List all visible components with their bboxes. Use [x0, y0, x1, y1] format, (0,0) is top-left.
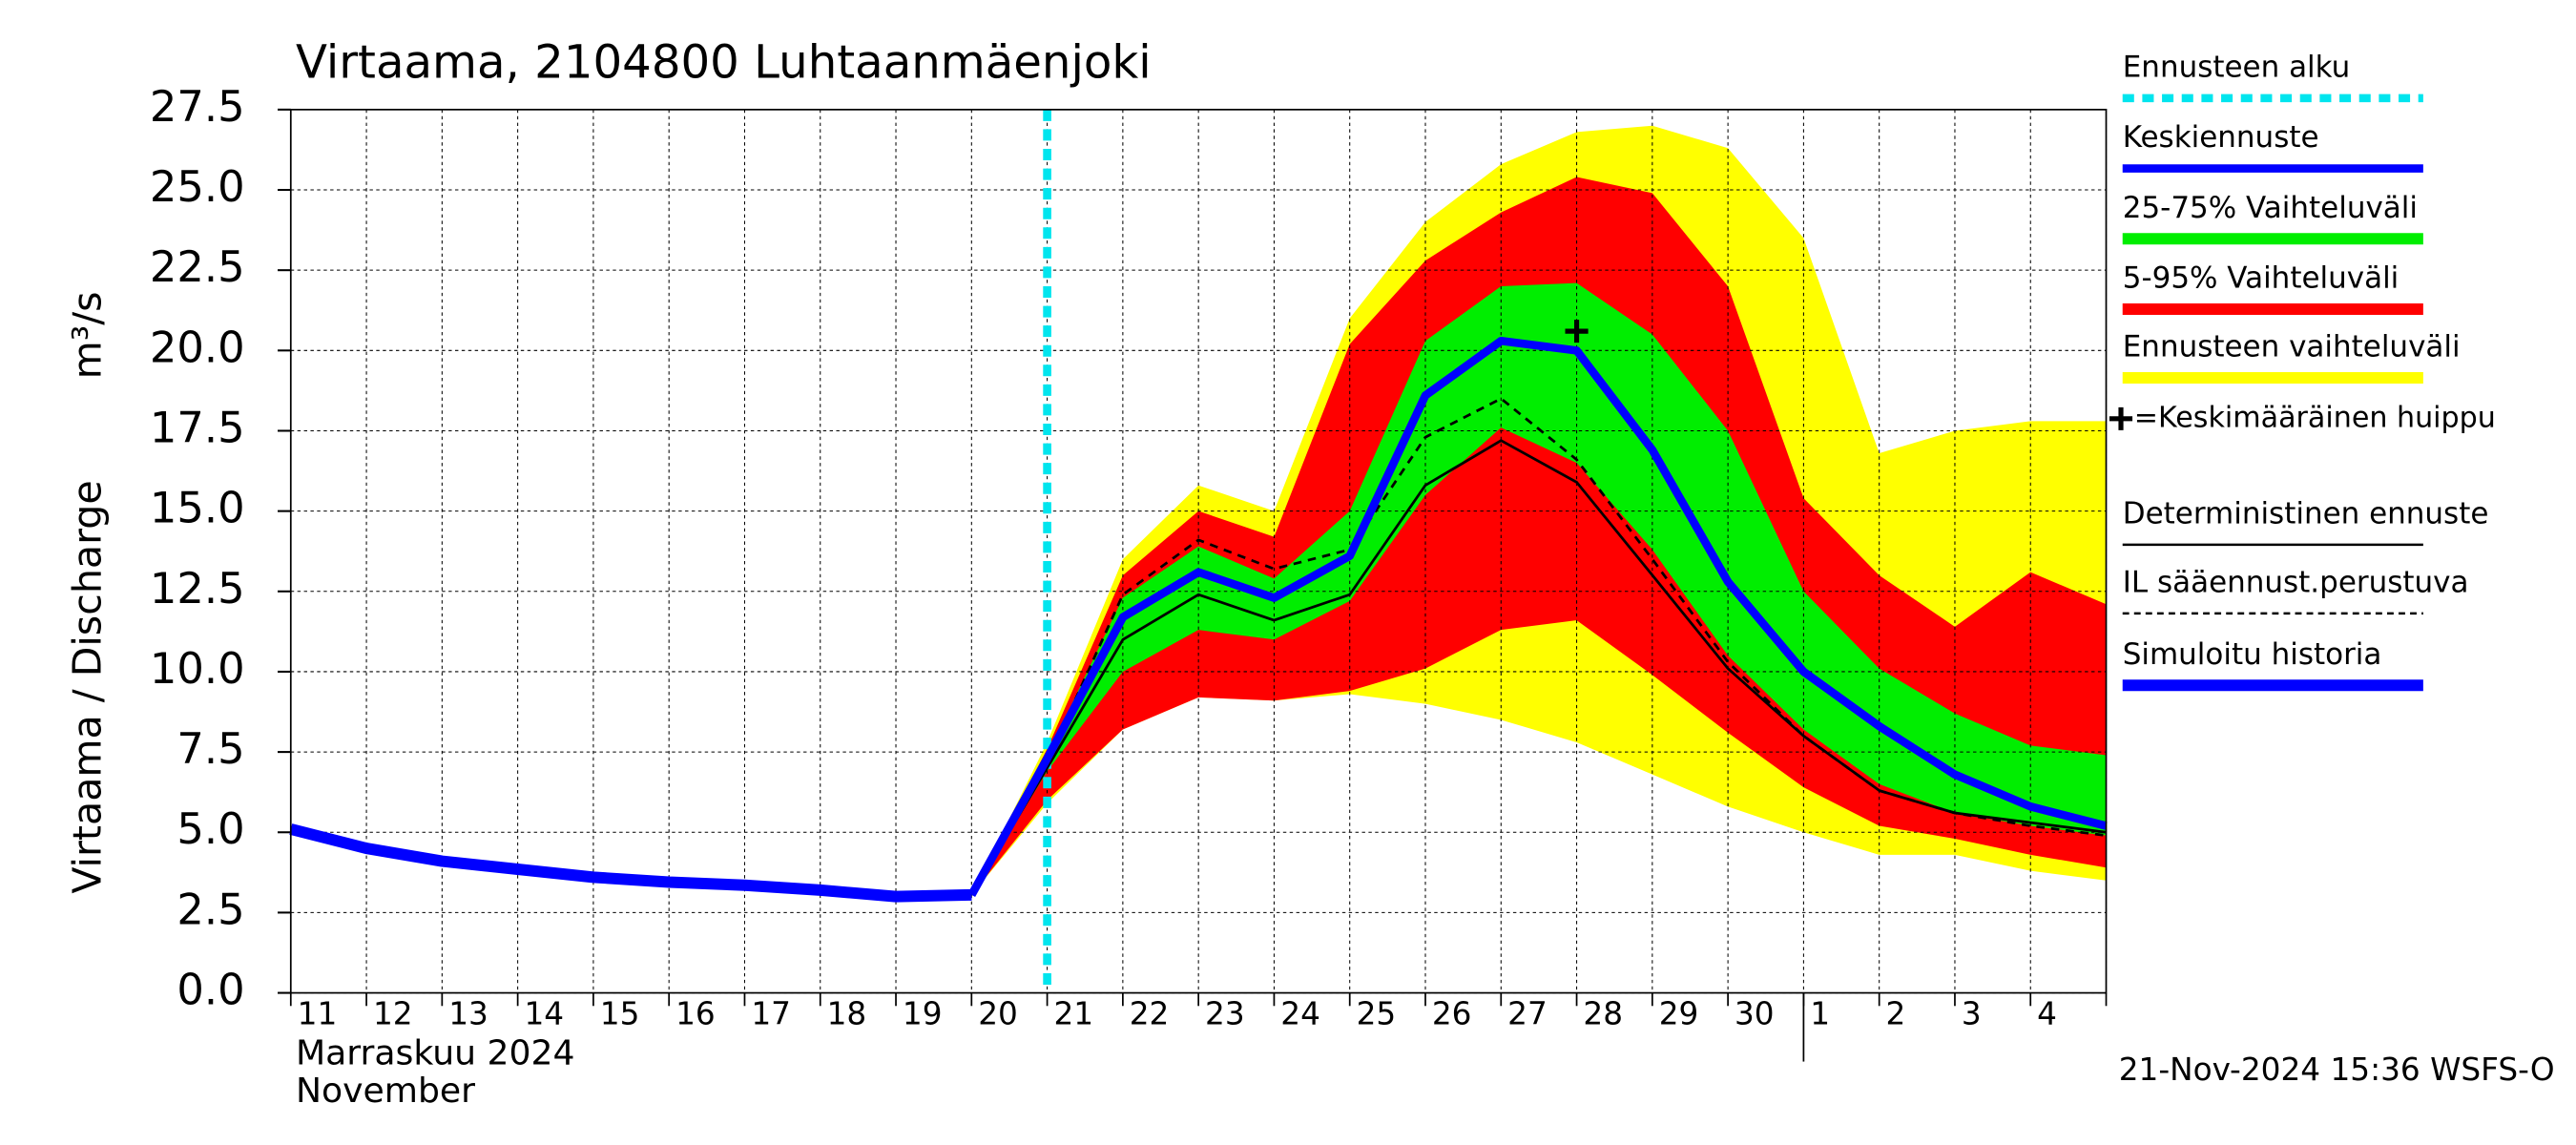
y-tick-label: 2.5: [177, 885, 244, 934]
peak-marker: [1565, 320, 1589, 344]
x-tick-label: 29: [1659, 996, 1699, 1032]
legend-label: Deterministinen ennuste: [2123, 497, 2489, 531]
y-tick-label: 7.5: [177, 724, 244, 774]
band: [971, 282, 2107, 895]
legend-label: 25-75% Vaihteluväli: [2123, 191, 2418, 225]
y-tick-label: 0.0: [177, 966, 244, 1015]
legend-marker: [2109, 406, 2133, 430]
y-tick-label: 27.5: [150, 82, 245, 132]
plot-frame: [289, 109, 2108, 994]
legend-label: 5-95% Vaihteluväli: [2123, 261, 2399, 296]
month-label: November: [296, 1071, 475, 1111]
y-tick-label: 15.0: [150, 484, 245, 533]
x-tick-label: 13: [448, 996, 488, 1032]
legend-label: Keskiennuste: [2123, 120, 2319, 155]
month-label: Marraskuu 2024: [296, 1033, 575, 1073]
x-tick-label: 26: [1432, 996, 1472, 1032]
x-tick-label: 12: [373, 996, 413, 1032]
x-tick-label: 3: [1962, 996, 1982, 1032]
legend-label: Ennusteen alku: [2123, 51, 2351, 85]
legend-label: Simuloitu historia: [2123, 637, 2382, 672]
x-tick-label: 25: [1357, 996, 1397, 1032]
series-line: [970, 397, 2107, 896]
x-tick-label: 23: [1205, 996, 1245, 1032]
series-line: [970, 439, 2107, 896]
x-tick-label: 28: [1583, 996, 1623, 1032]
y-tick-label: 25.0: [150, 162, 245, 212]
x-tick-label: 17: [751, 996, 791, 1032]
x-tick-label: 22: [1130, 996, 1170, 1032]
x-tick-label: 2: [1886, 996, 1906, 1032]
y-tick-label: 10.0: [150, 644, 245, 694]
legend-label: IL sääennust.perustuva: [2123, 566, 2469, 600]
x-tick-label: 27: [1507, 996, 1548, 1032]
x-tick-label: 19: [903, 996, 943, 1032]
y-tick-label: 5.0: [177, 804, 244, 854]
x-tick-label: 16: [675, 996, 716, 1032]
x-tick-label: 20: [978, 996, 1018, 1032]
x-tick-label: 14: [525, 996, 565, 1032]
x-tick-label: 1: [1810, 996, 1830, 1032]
legend-label: =Keskimääräinen huippu: [2134, 401, 2496, 434]
footer: 21-Nov-2024 15:36 WSFS-O: [2119, 1051, 2555, 1088]
y-tick-label: 22.5: [150, 242, 245, 292]
legend-label: Ennusteen vaihteluväli: [2123, 330, 2461, 364]
y-axis-label: Virtaama / Discharge: [65, 480, 111, 893]
x-tick-label: 24: [1280, 996, 1320, 1032]
x-tick-label: 18: [827, 996, 867, 1032]
chart-title: Virtaama, 2104800 Luhtaanmäenjoki: [296, 36, 1152, 90]
x-tick-label: 30: [1735, 996, 1775, 1032]
series-line: [289, 823, 972, 903]
y-tick-label: 20.0: [150, 323, 245, 372]
y-tick-label: 17.5: [150, 404, 245, 453]
series-line: [967, 336, 2108, 897]
y-tick-label: 12.5: [150, 564, 245, 614]
x-tick-label: 15: [600, 996, 640, 1032]
y-axis-unit: m³/s: [65, 292, 111, 380]
x-tick-label: 11: [298, 996, 338, 1032]
x-tick-label: 4: [2037, 996, 2057, 1032]
x-tick-label: 21: [1053, 996, 1093, 1032]
